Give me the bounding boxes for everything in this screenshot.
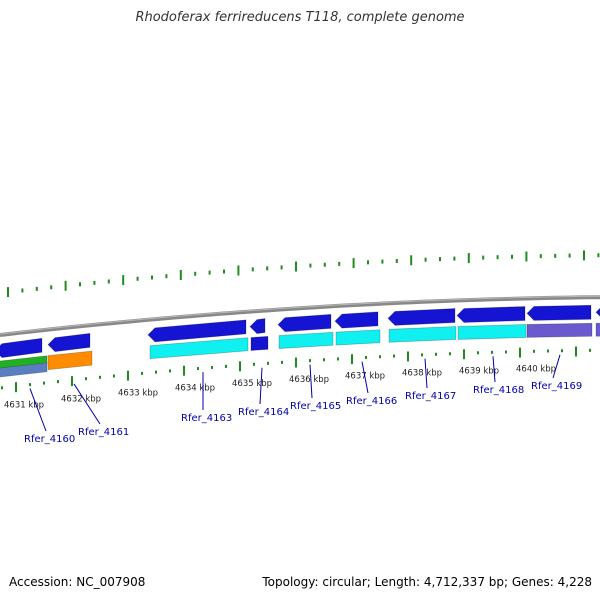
scale-label: 4640 kbp xyxy=(516,365,556,375)
gene-leader-line xyxy=(424,358,428,389)
gene-feature-cyan-4168[interactable] xyxy=(457,324,527,340)
gene-feature-slate[interactable] xyxy=(0,362,48,378)
map-title: Rhodoferax ferrireducens T118, complete … xyxy=(135,10,465,25)
gene-arrow-rfer-4169[interactable] xyxy=(526,304,592,321)
scale-label: 4634 kbp xyxy=(175,383,215,393)
gene-feature-cyan-4167[interactable] xyxy=(388,326,457,343)
gene-feature-purple-4169[interactable] xyxy=(526,322,593,338)
gene-leader-line xyxy=(552,354,561,379)
gene-arrow-rfer-4160[interactable] xyxy=(0,337,43,359)
gene-label-rfer-4168[interactable]: Rfer_4168 xyxy=(473,385,524,396)
gene-feature-orange[interactable] xyxy=(47,350,93,371)
gene-label-rfer-4169[interactable]: Rfer_4169 xyxy=(531,381,582,392)
accession-label: Accession: NC_007908 xyxy=(9,575,146,589)
gene-feature-blue-4164[interactable] xyxy=(250,335,269,351)
gene-leader-line xyxy=(361,361,369,394)
gene-leader-line xyxy=(492,356,496,383)
gene-arrow-rfer-4167[interactable] xyxy=(387,308,456,326)
gene-arrow-rfer-4164[interactable] xyxy=(249,318,266,335)
gene-arrow-next[interactable] xyxy=(595,305,600,319)
gene-arrow-rfer-4163[interactable] xyxy=(147,319,247,343)
gene-arrow-rfer-4168[interactable] xyxy=(456,306,526,323)
gene-leader-line xyxy=(73,383,101,425)
scale-label: 4636 kbp xyxy=(289,375,329,385)
gene-arrow-rfer-4161[interactable] xyxy=(47,332,91,353)
gene-feature-cyan-4166[interactable] xyxy=(335,329,381,346)
gene-feature-cyan-4165[interactable] xyxy=(278,331,334,350)
scale-label: 4633 kbp xyxy=(118,389,158,399)
gene-label-rfer-4161[interactable]: Rfer_4161 xyxy=(78,427,129,438)
gene-label-rfer-4164[interactable]: Rfer_4164 xyxy=(238,407,289,418)
gene-arrow-rfer-4165[interactable] xyxy=(277,313,332,333)
scale-label: 4635 kbp xyxy=(232,379,272,389)
scale-label: 4639 kbp xyxy=(459,366,499,376)
gene-label-rfer-4163[interactable]: Rfer_4163 xyxy=(181,413,232,424)
gene-leader-line xyxy=(259,367,263,405)
gene-label-rfer-4167[interactable]: Rfer_4167 xyxy=(405,391,456,402)
scale-label: 4632 kbp xyxy=(61,394,101,404)
gene-feature-cyan-4163[interactable] xyxy=(149,337,249,360)
gene-leader-line xyxy=(309,364,313,399)
gene-label-rfer-4160[interactable]: Rfer_4160 xyxy=(24,434,75,445)
gene-leader-line xyxy=(29,388,47,432)
gene-arrow-rfer-4166[interactable] xyxy=(334,311,379,329)
genome-summary: Topology: circular; Length: 4,712,337 bp… xyxy=(262,575,592,589)
genome-backbone xyxy=(0,295,600,337)
gene-label-rfer-4165[interactable]: Rfer_4165 xyxy=(290,401,341,412)
genome-backbone-highlight xyxy=(0,295,600,335)
scale-label: 4638 kbp xyxy=(402,369,442,379)
gene-feature-purple-next[interactable] xyxy=(595,322,600,337)
scale-label: 4631 kbp xyxy=(4,401,44,411)
gene-label-rfer-4166[interactable]: Rfer_4166 xyxy=(346,396,397,407)
